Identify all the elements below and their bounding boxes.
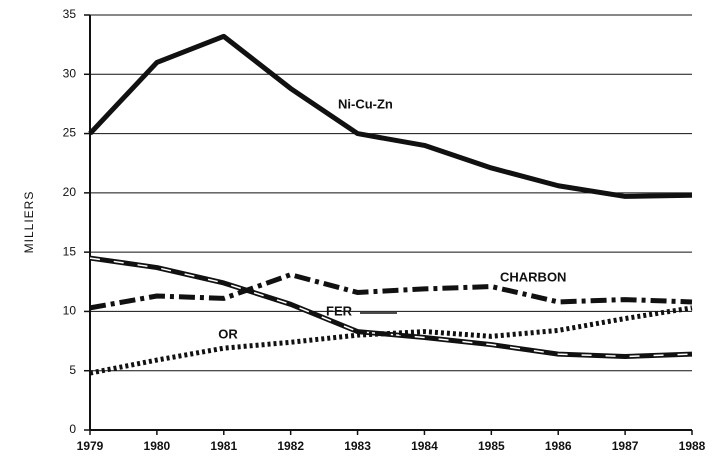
series-line [89, 255, 693, 359]
x-tick-label: 1980 [144, 439, 171, 453]
x-tick-label: 1987 [612, 439, 639, 453]
series-line [88, 33, 693, 199]
y-tick-label: 30 [63, 66, 77, 80]
series-label: Ni-Cu-Zn [338, 96, 393, 111]
y-tick-label: 25 [63, 126, 77, 140]
x-tick-label: 1985 [478, 439, 505, 453]
y-axis-label: MILLIERS [22, 191, 36, 254]
x-tick-label: 1984 [411, 439, 438, 453]
series-label: CHARBON [500, 269, 566, 284]
x-tick-label: 1982 [277, 439, 304, 453]
x-tick-label: 1983 [344, 439, 371, 453]
x-tick-label: 1979 [77, 439, 104, 453]
y-tick-label: 35 [63, 7, 77, 21]
y-tick-label: 15 [63, 244, 77, 258]
y-tick-label: 10 [63, 304, 77, 318]
series-line [89, 272, 693, 311]
series-line-pattern [89, 257, 693, 358]
x-tick-label: 1988 [679, 439, 706, 453]
x-tick-label: 1981 [210, 439, 237, 453]
series-label: FER [326, 303, 353, 318]
series-line [89, 305, 693, 376]
y-tick-label: 20 [63, 185, 77, 199]
x-tick-label: 1986 [545, 439, 572, 453]
y-tick-label: 5 [69, 363, 76, 377]
y-tick-label: 0 [69, 422, 76, 436]
series-label: OR [218, 326, 238, 341]
